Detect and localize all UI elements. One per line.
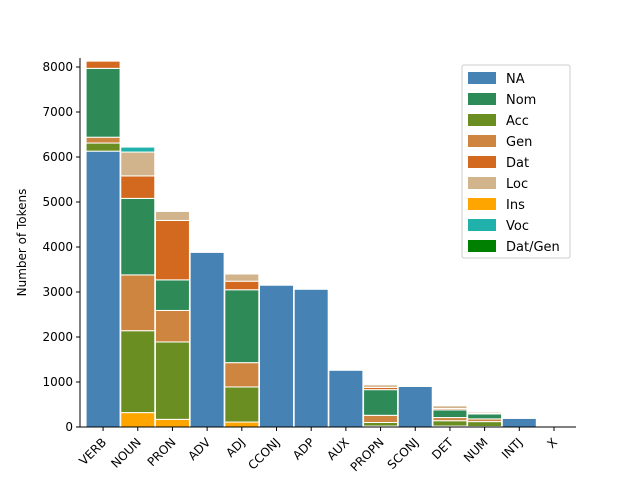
legend-label: Loc	[506, 177, 528, 192]
bar-noun-ins	[120, 412, 156, 428]
bar-adj-loc	[224, 273, 260, 282]
legend-label: Ins	[506, 198, 525, 213]
bar-adj-voc	[224, 272, 260, 275]
bar-noun-loc	[120, 151, 156, 177]
x-tick-label: AUX	[324, 435, 352, 463]
bar-pron-loc	[154, 210, 190, 221]
bar-noun-nom	[120, 197, 156, 276]
bar-pron-gen	[154, 309, 190, 343]
bar-noun-voc	[120, 146, 156, 153]
y-tick-label: 3000	[42, 285, 73, 299]
legend-label: Nom	[506, 93, 536, 108]
x-tick-label: INTJ	[499, 435, 525, 461]
bar-num-nom	[467, 413, 503, 420]
bar-det-loc	[432, 405, 468, 410]
bar-cconj-na	[259, 284, 294, 428]
x-tick-label: NUM	[461, 435, 491, 465]
legend-label: Acc	[506, 114, 529, 129]
y-tick-label: 8000	[42, 60, 73, 74]
x-tick-label: X	[544, 435, 560, 451]
x-tick-label: ADJ	[223, 435, 248, 460]
bar-adj-ins	[224, 421, 260, 428]
bar-adv-na	[189, 251, 225, 428]
bar-adp-na	[293, 288, 329, 428]
bars-layer	[85, 60, 572, 428]
x-tick-label: VERB	[76, 435, 109, 468]
bar-verb-gen	[85, 136, 121, 144]
bar-num-acc	[467, 421, 503, 428]
x-tick-label: SCONJ	[385, 435, 422, 472]
bar-adj-nom	[224, 289, 260, 364]
bar-adj-gen	[224, 362, 260, 388]
bar-verb-dat	[85, 60, 121, 69]
legend-swatch	[468, 240, 496, 252]
bar-intj-na	[501, 417, 537, 428]
bar-det-acc	[432, 420, 468, 427]
y-tick-label: 4000	[42, 240, 73, 254]
y-tick-label: 1000	[42, 375, 73, 389]
bar-aux-na	[328, 369, 364, 428]
bar-propn-nom	[363, 389, 399, 416]
bar-noun-gen	[120, 274, 156, 332]
bar-num-loc	[467, 411, 503, 414]
bar-sconj-na	[397, 386, 433, 428]
bar-propn-voc	[363, 383, 399, 386]
legend-label: Dat/Gen	[506, 240, 560, 255]
bar-propn-acc	[363, 422, 399, 427]
bar-pron-acc	[154, 341, 190, 420]
legend-swatch	[468, 198, 496, 210]
bar-adj-dat	[224, 280, 260, 291]
y-axis-label: Number of Tokens	[15, 189, 29, 297]
bar-verb-na	[85, 150, 121, 428]
bar-det-nom	[432, 409, 468, 419]
legend-swatch	[468, 114, 496, 126]
bar-pron-nom	[154, 279, 190, 311]
x-tick-label: ADV	[185, 435, 213, 463]
legend-label: Voc	[506, 219, 529, 234]
x-tick-label: DET	[429, 435, 456, 462]
legend-swatch	[468, 219, 496, 231]
x-tick-label: CCONJ	[245, 435, 282, 472]
y-tick-label: 5000	[42, 195, 73, 209]
legend-label: NA	[506, 72, 525, 87]
legend-swatch	[468, 156, 496, 168]
bar-propn-gen	[363, 414, 399, 423]
bar-noun-acc	[120, 330, 156, 414]
bar-noun-dat	[120, 175, 156, 199]
y-tick-label: 2000	[42, 330, 73, 344]
legend-swatch	[468, 93, 496, 105]
legend-swatch	[468, 135, 496, 147]
legend-label: Dat	[506, 156, 529, 171]
y-tick-label: 6000	[42, 150, 73, 164]
bar-pron-dat	[154, 219, 190, 281]
legend-swatch	[468, 177, 496, 189]
legend-label: Gen	[506, 135, 532, 150]
bar-verb-acc	[85, 142, 121, 152]
y-tick-label: 0	[65, 420, 73, 434]
x-tick-label: PRON	[145, 435, 179, 469]
legend-swatch	[468, 72, 496, 84]
y-tick-label: 7000	[42, 105, 73, 119]
x-tick-label: ADP	[290, 435, 317, 462]
bar-adj-acc	[224, 386, 260, 423]
x-tick-label: PROPN	[348, 435, 387, 474]
bar-pron-ins	[154, 418, 190, 428]
bar-verb-nom	[85, 67, 121, 138]
x-tick-label: NOUN	[108, 435, 143, 470]
legend: NA Nom Acc Gen Dat Loc Ins Voc Dat/Gen	[461, 64, 571, 259]
